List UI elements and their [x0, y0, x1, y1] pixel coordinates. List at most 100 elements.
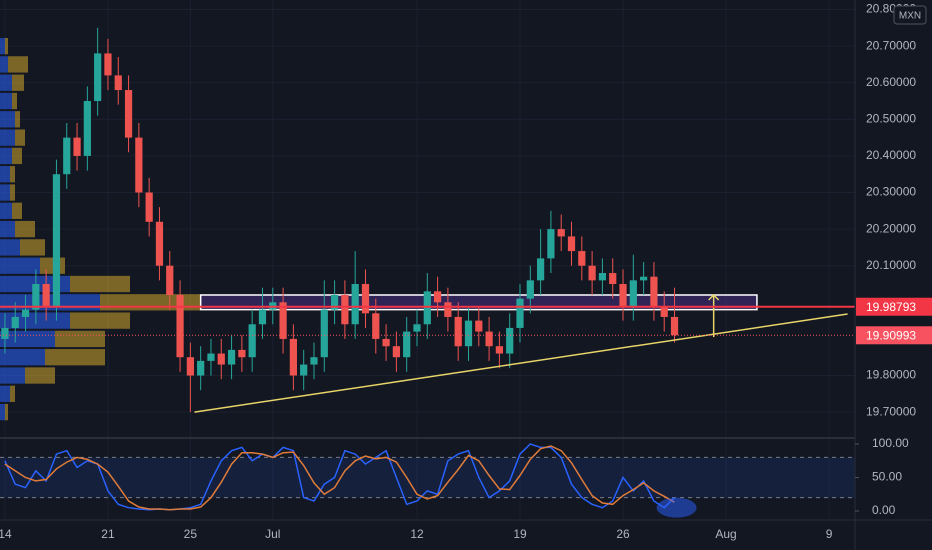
x-tick-label: 21 — [101, 527, 115, 541]
candle-body — [629, 280, 637, 306]
candle-body — [197, 360, 205, 376]
y-tick-label: 20.60000 — [866, 75, 916, 89]
candle-body — [526, 280, 534, 299]
candle-body — [238, 349, 246, 358]
currency-box — [893, 5, 927, 25]
volume-down — [15, 111, 20, 128]
y-tick-label: 50.00 — [872, 470, 902, 484]
candle-body — [372, 313, 380, 339]
candle-body — [609, 273, 617, 285]
volume-up — [0, 129, 15, 146]
candle-body — [104, 53, 112, 76]
candle-body — [258, 309, 267, 325]
candle-body — [485, 331, 493, 347]
volume-up — [0, 257, 40, 274]
x-tick-label: Jul — [265, 527, 280, 541]
volume-down — [25, 367, 55, 384]
candle-body — [176, 294, 184, 358]
candle-body — [145, 192, 153, 222]
candle-body — [670, 316, 679, 336]
x-tick-label: 19 — [513, 527, 527, 541]
candle-body — [248, 324, 256, 358]
volume-up — [0, 37, 5, 55]
y-tick-label: 100.00 — [872, 436, 909, 450]
candle-body — [588, 265, 596, 281]
volume-down — [45, 349, 105, 366]
volume-down — [12, 92, 17, 110]
candle-body — [289, 338, 297, 376]
time-axis — [0, 520, 855, 550]
x-tick-label: 14 — [0, 527, 12, 541]
volume-down — [20, 239, 45, 256]
price-label: 19.90993 — [866, 328, 916, 342]
grid — [0, 0, 855, 520]
candle-body — [392, 346, 400, 358]
candle-body — [578, 251, 586, 266]
candle-body — [73, 137, 81, 156]
volume-down — [10, 184, 15, 201]
volume-up — [0, 92, 12, 110]
highlight — [656, 497, 697, 518]
y-tick-label: 0.00 — [872, 503, 896, 517]
oscillator-line — [4, 443, 676, 511]
price-label-box — [856, 326, 932, 345]
candle-body — [114, 75, 122, 91]
candle-body — [650, 276, 658, 306]
y-tick-label: 20.10000 — [866, 258, 916, 272]
candle-body — [444, 302, 452, 317]
volume-down — [10, 385, 15, 402]
candle-body — [464, 320, 473, 347]
candle-body — [1, 327, 9, 339]
y-tick-label: 20.40000 — [866, 148, 916, 162]
volume-down — [100, 294, 200, 311]
candle-body — [341, 294, 349, 325]
candle-body — [155, 221, 164, 266]
price-axis — [855, 0, 932, 550]
candle-body — [413, 324, 421, 332]
candle-body — [21, 309, 30, 317]
x-tick-label: 26 — [616, 527, 630, 541]
candle-body — [135, 137, 143, 193]
plot — [0, 27, 855, 518]
volume-up — [0, 166, 10, 183]
candle-body — [660, 305, 668, 317]
volume-down — [70, 275, 130, 293]
volume-up — [0, 111, 15, 128]
trendline — [194, 313, 848, 413]
volume-down — [12, 202, 22, 219]
volume-down — [12, 74, 24, 91]
candle-body — [547, 229, 555, 259]
candle-body — [207, 353, 215, 361]
volume-down — [15, 220, 35, 238]
volume-down — [12, 147, 22, 165]
candle-body — [42, 284, 50, 306]
candle-body — [63, 137, 71, 175]
volume-up — [0, 202, 12, 219]
volume-down — [5, 37, 8, 55]
candle-body — [475, 320, 483, 332]
candle-body — [186, 357, 194, 376]
volume-up — [0, 239, 20, 256]
candle-body — [361, 284, 370, 314]
volume-up — [0, 367, 25, 384]
volume-down — [55, 330, 105, 348]
x-tick-label: Aug — [715, 527, 736, 541]
x-tick-label: 9 — [826, 527, 833, 541]
volume-down — [15, 129, 25, 146]
volume-up — [0, 184, 10, 201]
candle-body — [403, 331, 411, 358]
currency: MXN — [899, 11, 921, 22]
candle-body — [32, 284, 40, 310]
candle-body — [506, 327, 514, 354]
y-tick-label: 19.80000 — [866, 368, 916, 382]
volume-down — [40, 257, 65, 274]
candle-body — [454, 316, 462, 347]
candle-body — [52, 174, 61, 306]
candle-body — [300, 364, 308, 376]
y-tick-label: 20.30000 — [866, 185, 916, 199]
candle-body — [83, 101, 91, 156]
price-label: 19.98793 — [866, 300, 916, 314]
